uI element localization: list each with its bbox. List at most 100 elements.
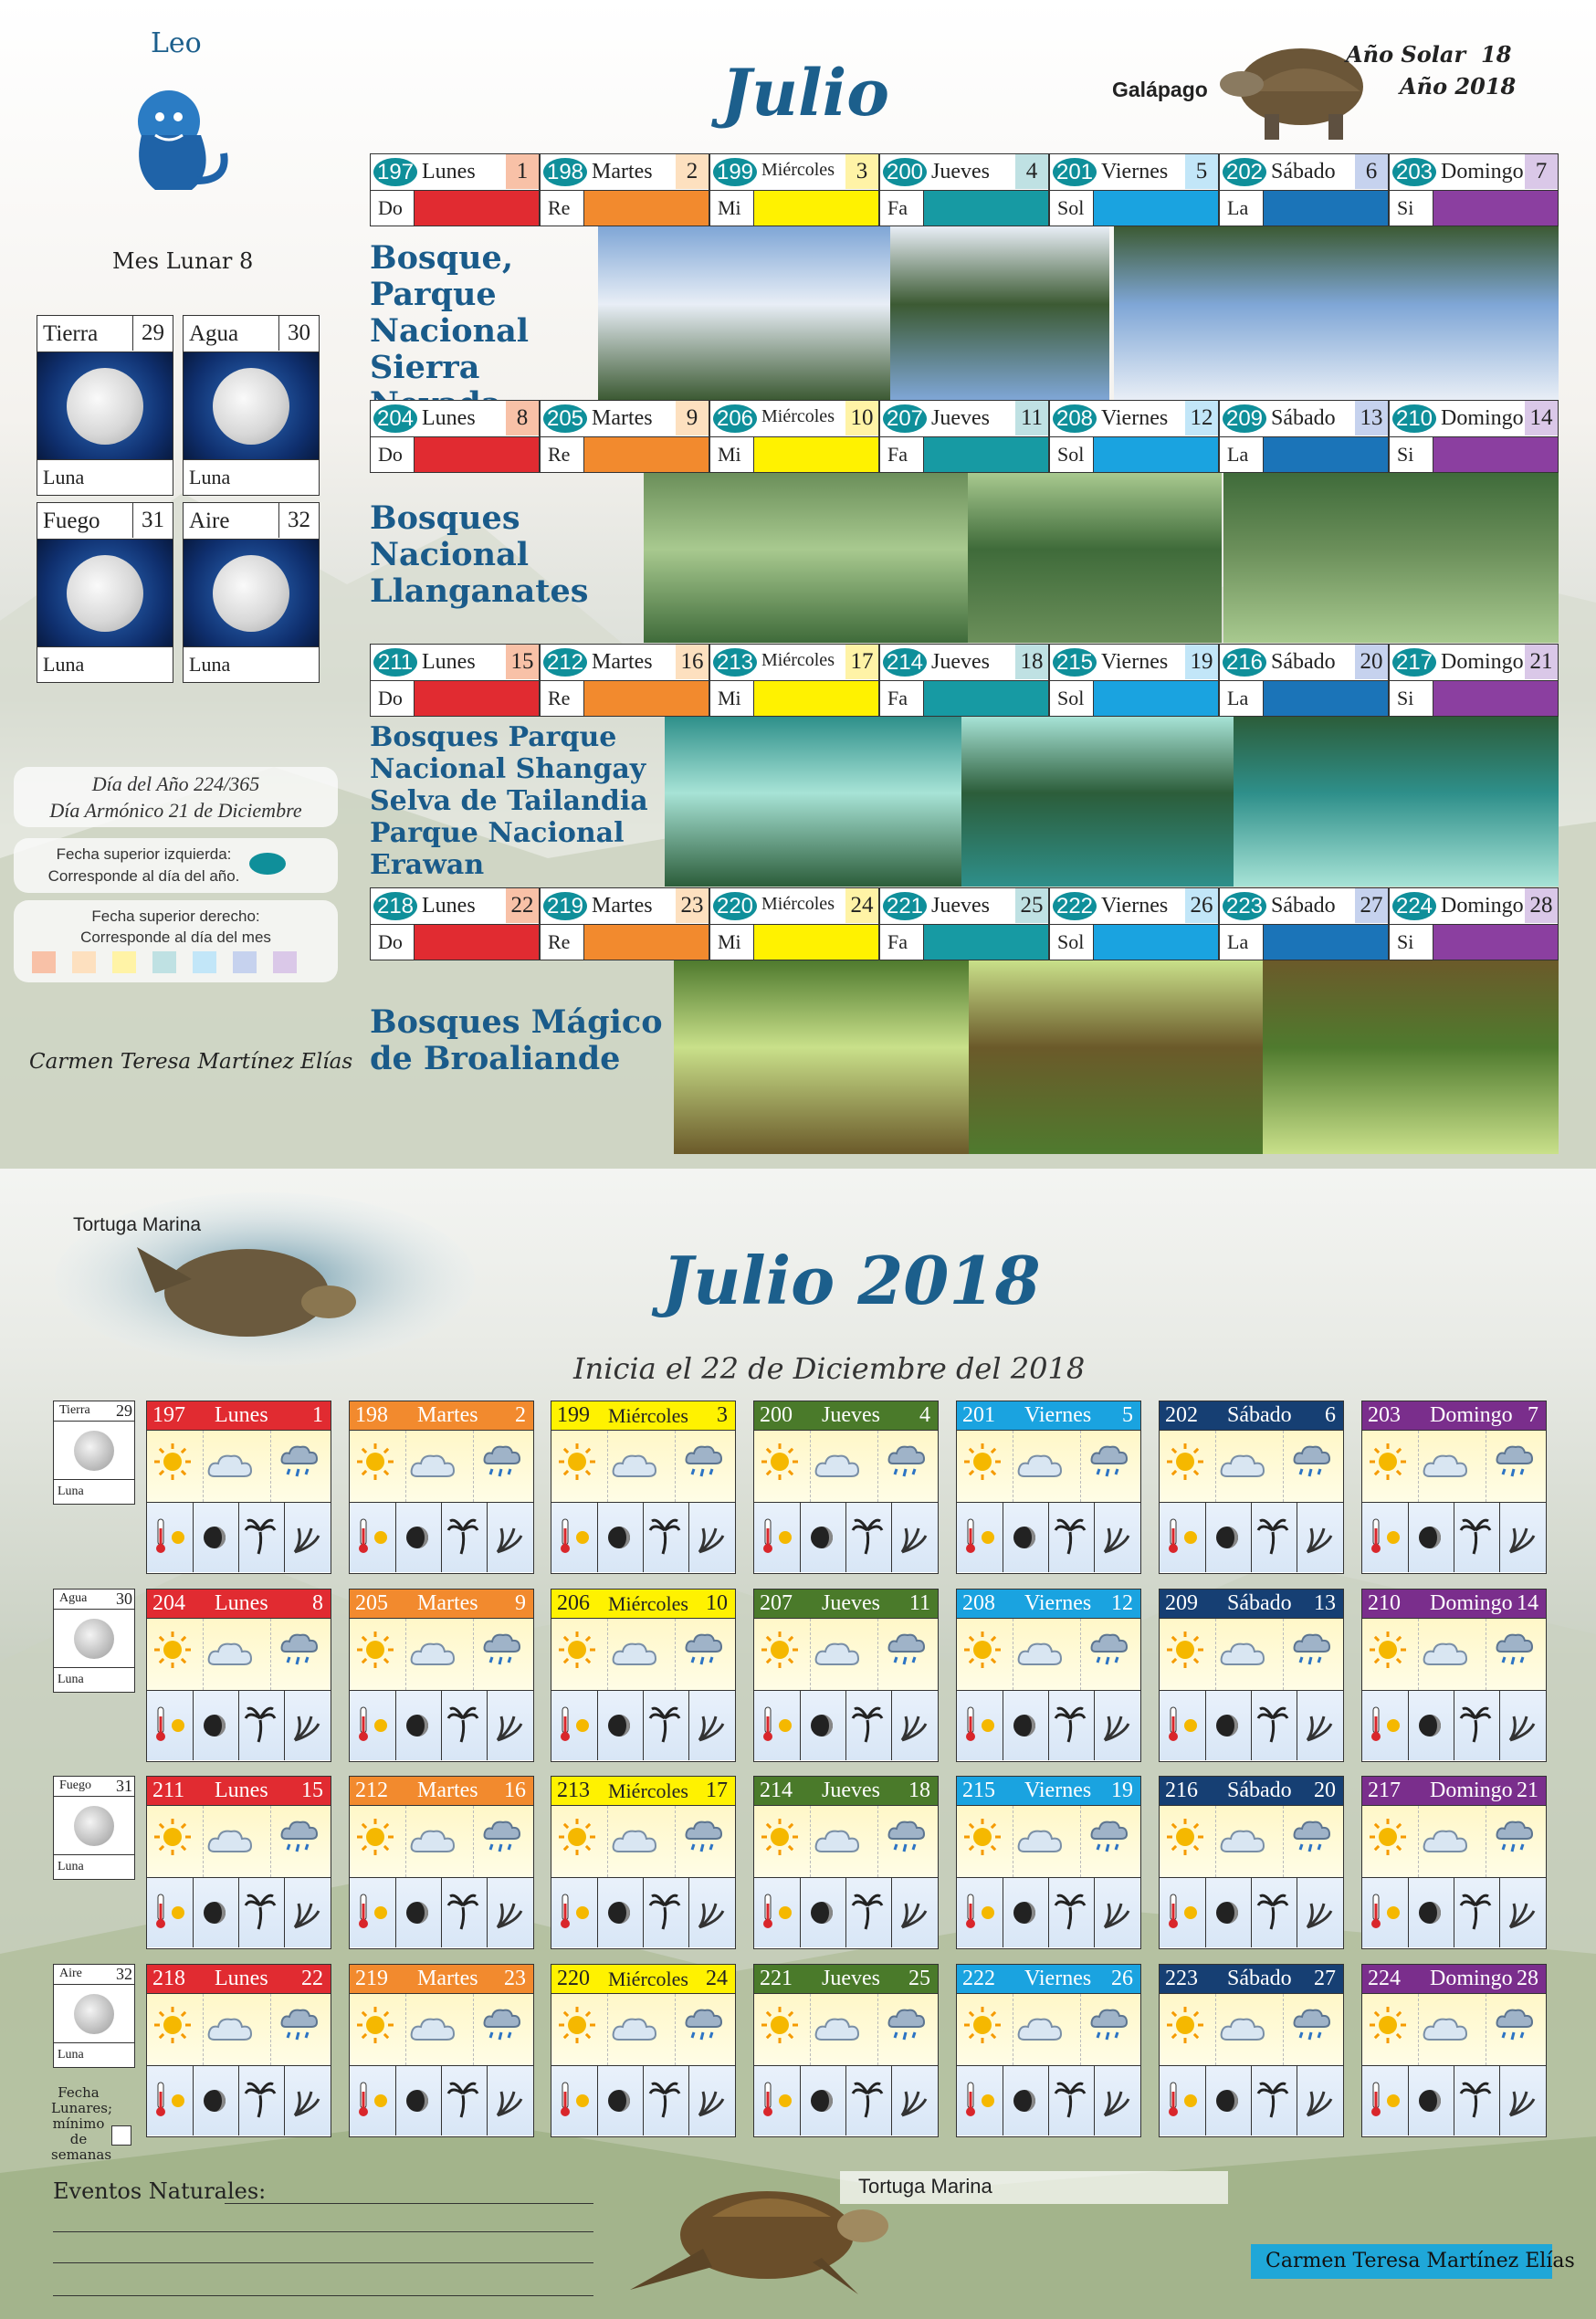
moon-phase-icon[interactable] bbox=[1008, 1521, 1041, 1558]
sun-icon[interactable] bbox=[557, 1442, 597, 1485]
palm-tree-icon[interactable] bbox=[244, 1891, 277, 1935]
weather-day-cell[interactable]: 215 Viernes 19 bbox=[956, 1776, 1141, 1949]
cloud-icon[interactable] bbox=[408, 1637, 457, 1674]
weather-day-cell[interactable]: 204 Lunes 8 bbox=[146, 1589, 331, 1762]
moon-phase-icon[interactable] bbox=[1413, 1896, 1446, 1933]
cloud-icon[interactable] bbox=[408, 1449, 457, 1485]
day-cell[interactable]: 214 Jueves 18 Fa bbox=[879, 644, 1049, 717]
cloud-icon[interactable] bbox=[1015, 1449, 1065, 1485]
thermometer-icon[interactable] bbox=[962, 1516, 999, 1559]
palm-tree-icon[interactable] bbox=[851, 1516, 884, 1559]
wind-icon[interactable] bbox=[1099, 1704, 1132, 1747]
thermometer-icon[interactable] bbox=[355, 1516, 392, 1559]
palm-tree-icon[interactable] bbox=[648, 2079, 681, 2123]
weather-day-cell[interactable]: 217 Domingo 21 bbox=[1361, 1776, 1547, 1949]
moon-phase-icon[interactable] bbox=[1413, 2084, 1446, 2121]
moon-phase-icon[interactable] bbox=[1008, 1896, 1041, 1933]
day-cell[interactable]: 220 Miércoles 24 Mi bbox=[709, 887, 879, 960]
weather-day-cell[interactable]: 219 Martes 23 bbox=[349, 1964, 534, 2137]
cloud-icon[interactable] bbox=[1421, 2012, 1470, 2049]
day-cell[interactable]: 218 Lunes 22 Do bbox=[370, 887, 540, 960]
rain-cloud-icon[interactable] bbox=[683, 1817, 723, 1861]
wind-icon[interactable] bbox=[694, 1704, 727, 1747]
cloud-icon[interactable] bbox=[1218, 1824, 1267, 1861]
weather-day-cell[interactable]: 197 Lunes 1 bbox=[146, 1401, 331, 1574]
sun-icon[interactable] bbox=[1368, 2005, 1408, 2049]
palm-tree-icon[interactable] bbox=[1256, 1516, 1289, 1559]
thermometer-icon[interactable] bbox=[760, 1516, 796, 1559]
wind-icon[interactable] bbox=[1302, 2079, 1335, 2123]
natural-events-line[interactable] bbox=[225, 2203, 593, 2204]
thermometer-icon[interactable] bbox=[152, 1891, 189, 1935]
cloud-icon[interactable] bbox=[813, 1637, 862, 1674]
rain-cloud-icon[interactable] bbox=[278, 1630, 319, 1674]
wind-icon[interactable] bbox=[897, 1516, 929, 1559]
thermometer-icon[interactable] bbox=[355, 2079, 392, 2123]
sun-icon[interactable] bbox=[1368, 1442, 1408, 1485]
day-cell[interactable]: 209 Sábado 13 La bbox=[1219, 400, 1389, 473]
wind-icon[interactable] bbox=[897, 1891, 929, 1935]
sun-icon[interactable] bbox=[557, 2005, 597, 2049]
moon-phase-icon[interactable] bbox=[805, 2084, 838, 2121]
cloud-icon[interactable] bbox=[1421, 1637, 1470, 1674]
rain-cloud-icon[interactable] bbox=[683, 1442, 723, 1485]
moon-phase-icon[interactable] bbox=[198, 1709, 231, 1746]
wind-icon[interactable] bbox=[1505, 2079, 1538, 2123]
cloud-icon[interactable] bbox=[1218, 1637, 1267, 1674]
wind-icon[interactable] bbox=[1302, 1704, 1335, 1747]
sun-icon[interactable] bbox=[1165, 1817, 1205, 1861]
rain-cloud-icon[interactable] bbox=[683, 2005, 723, 2049]
natural-events-line[interactable] bbox=[53, 2262, 593, 2263]
thermometer-icon[interactable] bbox=[152, 2079, 189, 2123]
wind-icon[interactable] bbox=[897, 1704, 929, 1747]
wind-icon[interactable] bbox=[1505, 1891, 1538, 1935]
natural-events-line[interactable] bbox=[53, 2295, 593, 2296]
sun-icon[interactable] bbox=[1165, 1442, 1205, 1485]
rain-cloud-icon[interactable] bbox=[1088, 2005, 1129, 2049]
day-cell[interactable]: 208 Viernes 12 Sol bbox=[1049, 400, 1219, 473]
moon-phase-icon[interactable] bbox=[198, 1896, 231, 1933]
moon-phase-icon[interactable] bbox=[1211, 1521, 1244, 1558]
wind-icon[interactable] bbox=[694, 2079, 727, 2123]
weather-day-cell[interactable]: 209 Sábado 13 bbox=[1159, 1589, 1344, 1762]
wind-icon[interactable] bbox=[1099, 1891, 1132, 1935]
moon-phase-icon[interactable] bbox=[1413, 1521, 1446, 1558]
cloud-icon[interactable] bbox=[408, 1824, 457, 1861]
weather-day-cell[interactable]: 223 Sábado 27 bbox=[1159, 1964, 1344, 2137]
palm-tree-icon[interactable] bbox=[1054, 1891, 1087, 1935]
palm-tree-icon[interactable] bbox=[1459, 1704, 1492, 1747]
rain-cloud-icon[interactable] bbox=[1494, 2005, 1534, 2049]
weather-day-cell[interactable]: 211 Lunes 15 bbox=[146, 1776, 331, 1949]
cloud-icon[interactable] bbox=[205, 1824, 255, 1861]
day-cell[interactable]: 203 Domingo 7 Si bbox=[1389, 153, 1559, 226]
day-cell[interactable]: 213 Miércoles 17 Mi bbox=[709, 644, 879, 717]
day-cell[interactable]: 217 Domingo 21 Si bbox=[1389, 644, 1559, 717]
weather-day-cell[interactable]: 221 Jueves 25 bbox=[753, 1964, 939, 2137]
rain-cloud-icon[interactable] bbox=[1494, 1442, 1534, 1485]
moon-phase-icon[interactable] bbox=[198, 1521, 231, 1558]
moon-phase-icon[interactable] bbox=[603, 1896, 635, 1933]
day-cell[interactable]: 206 Miércoles 10 Mi bbox=[709, 400, 879, 473]
day-cell[interactable]: 221 Jueves 25 Fa bbox=[879, 887, 1049, 960]
sun-icon[interactable] bbox=[557, 1630, 597, 1674]
sun-icon[interactable] bbox=[962, 2005, 1003, 2049]
wind-icon[interactable] bbox=[1505, 1704, 1538, 1747]
thermometer-icon[interactable] bbox=[1368, 1516, 1404, 1559]
day-cell[interactable]: 216 Sábado 20 La bbox=[1219, 644, 1389, 717]
wind-icon[interactable] bbox=[694, 1516, 727, 1559]
moon-phase-icon[interactable] bbox=[198, 2084, 231, 2121]
thermometer-icon[interactable] bbox=[557, 2079, 593, 2123]
rain-cloud-icon[interactable] bbox=[1088, 1630, 1129, 1674]
day-cell[interactable]: 205 Martes 9 Re bbox=[540, 400, 709, 473]
weather-day-cell[interactable]: 222 Viernes 26 bbox=[956, 1964, 1141, 2137]
cloud-icon[interactable] bbox=[813, 2012, 862, 2049]
cloud-icon[interactable] bbox=[1015, 2012, 1065, 2049]
rain-cloud-icon[interactable] bbox=[278, 1442, 319, 1485]
rain-cloud-icon[interactable] bbox=[481, 2005, 521, 2049]
day-cell[interactable]: 223 Sábado 27 La bbox=[1219, 887, 1389, 960]
moon-phase-icon[interactable] bbox=[1211, 1709, 1244, 1746]
rain-cloud-icon[interactable] bbox=[1291, 1817, 1331, 1861]
thermometer-icon[interactable] bbox=[1165, 1891, 1202, 1935]
sun-icon[interactable] bbox=[962, 1817, 1003, 1861]
wind-icon[interactable] bbox=[492, 1891, 525, 1935]
